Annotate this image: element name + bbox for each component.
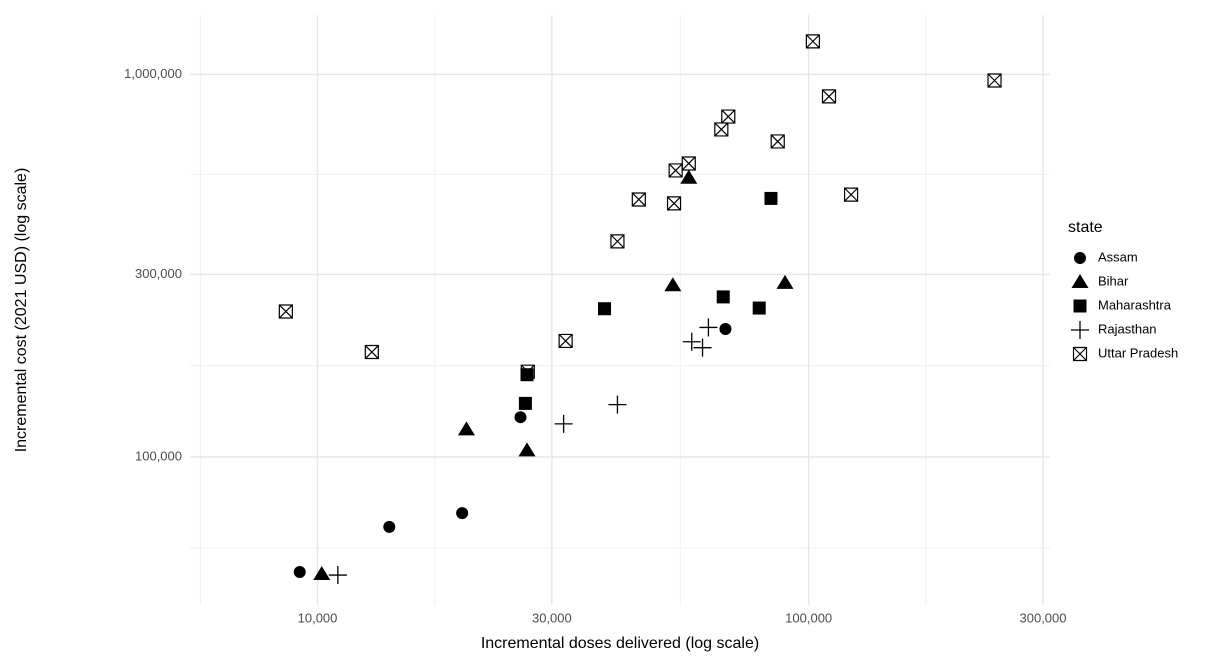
point <box>987 73 1002 88</box>
x-tick-label: 10,000 <box>298 610 338 625</box>
point <box>716 290 730 304</box>
legend-marker <box>1071 321 1089 339</box>
point <box>770 134 785 149</box>
point <box>680 169 698 184</box>
point <box>456 507 469 520</box>
legend-label: Assam <box>1098 249 1138 264</box>
point <box>518 442 536 457</box>
point <box>313 566 331 581</box>
x-axis-label: Incremental doses delivered (log scale) <box>481 635 759 652</box>
point <box>278 304 293 319</box>
y-tick-label: 100,000 <box>135 448 182 463</box>
point <box>293 566 306 579</box>
x-tick-label: 30,000 <box>532 610 572 625</box>
point <box>668 163 683 178</box>
y-tick-label: 300,000 <box>135 266 182 281</box>
point <box>699 318 718 337</box>
y-axis-label: Incremental cost (2021 USD) (log scale) <box>13 168 30 453</box>
grid <box>190 15 1050 605</box>
point <box>714 122 729 137</box>
point <box>764 191 778 205</box>
point <box>598 302 612 316</box>
point <box>554 414 573 433</box>
point <box>752 301 766 315</box>
legend-label: Rajasthan <box>1098 321 1157 336</box>
point <box>682 332 701 351</box>
point <box>631 192 646 207</box>
point <box>805 34 820 49</box>
point <box>666 196 682 211</box>
point <box>364 344 379 360</box>
point <box>610 234 625 249</box>
point <box>843 187 859 202</box>
point <box>776 274 794 289</box>
legend-label: Bihar <box>1098 273 1129 288</box>
point <box>558 333 573 349</box>
point <box>328 566 347 585</box>
point <box>608 395 627 414</box>
legend-label: Uttar Pradesh <box>1098 345 1178 360</box>
legend-marker <box>1071 274 1089 288</box>
point <box>664 277 682 292</box>
legend-marker <box>1074 252 1086 264</box>
legend-marker <box>1073 299 1087 313</box>
point <box>821 89 837 104</box>
x-tick-label: 300,000 <box>1020 610 1067 625</box>
point <box>681 156 696 171</box>
point <box>693 338 712 357</box>
legend-label: Maharashtra <box>1098 297 1172 312</box>
point <box>721 109 736 124</box>
point <box>520 364 535 379</box>
x-tick-label: 100,000 <box>785 610 832 625</box>
point <box>383 520 396 533</box>
point <box>518 396 532 410</box>
point <box>514 411 527 424</box>
point <box>457 421 475 436</box>
legend-marker <box>1072 346 1088 362</box>
point <box>719 322 732 335</box>
y-tick-label: 1,000,000 <box>124 66 182 81</box>
legend-title: state <box>1068 219 1103 236</box>
